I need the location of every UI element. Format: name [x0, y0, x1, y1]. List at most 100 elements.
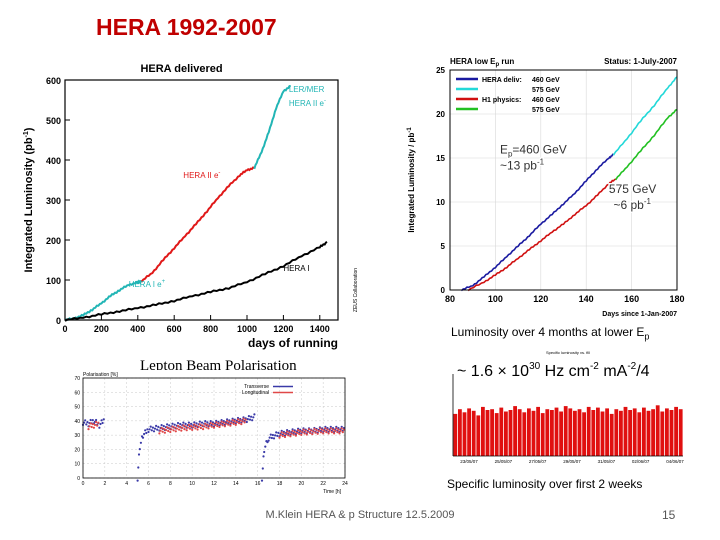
- c3-point: [324, 427, 327, 430]
- c3-point: [137, 453, 141, 456]
- c3-point: [293, 430, 296, 433]
- c3-point: [95, 418, 98, 422]
- c2-ytick-label: 10: [436, 198, 445, 207]
- c3-point: [198, 423, 201, 426]
- c3-point: [203, 425, 206, 428]
- c3-point: [153, 427, 157, 430]
- c3-point: [223, 425, 226, 428]
- c4-bar: [642, 407, 646, 456]
- c3-series-transverse: [81, 418, 105, 429]
- c3-point: [195, 422, 198, 425]
- c1-xtick-label: 1400: [310, 324, 330, 334]
- c3-point: [151, 426, 154, 429]
- c4-xtick-label: 02/06/07: [632, 459, 650, 464]
- c3-point: [181, 426, 184, 429]
- c4-bar: [458, 409, 462, 456]
- c2-title-main: HERA low E: [450, 57, 496, 66]
- c3-point: [216, 424, 219, 428]
- c3-xtick-label: 12: [211, 481, 217, 487]
- c1-title: HERA delivered: [140, 63, 222, 75]
- c4-bar: [499, 407, 504, 456]
- c3-point: [217, 422, 220, 425]
- c1-xtick-label: 600: [167, 324, 182, 334]
- c1-annotation-sup: +: [162, 279, 166, 285]
- c3-point: [270, 436, 273, 440]
- c4-bar: [577, 409, 582, 456]
- c2-series-line: [615, 108, 678, 181]
- c1-ytick-label: 0: [56, 316, 61, 326]
- c3-ytick-label: 50: [74, 405, 80, 411]
- c4-formula-main: ~ 1.6 × 10: [457, 363, 529, 380]
- c3-point: [253, 413, 256, 416]
- c3-point: [337, 428, 340, 431]
- c1-xtick-label: 200: [94, 324, 109, 334]
- c3-point: [204, 420, 207, 423]
- c3-point: [193, 423, 196, 426]
- c3-point: [174, 430, 177, 433]
- c3-point: [232, 422, 235, 425]
- c3-point: [340, 427, 343, 430]
- c2-legend-label: HERA deliv:: [482, 77, 522, 84]
- c3-point: [341, 431, 344, 434]
- c4-bar: [471, 410, 476, 456]
- c3-point: [190, 422, 193, 425]
- c2-series-line: [612, 76, 678, 156]
- lumi-caption-text: Luminosity over 4 months at lower E: [451, 325, 645, 339]
- c4-bar: [545, 409, 550, 456]
- c1-ytick-label: 400: [46, 156, 61, 166]
- c3-point: [195, 424, 198, 427]
- c3-point: [176, 421, 180, 425]
- c3-point: [197, 425, 200, 428]
- c4-bar: [540, 413, 545, 456]
- c2-ylabel-main: Integrated Luminosity / pb: [407, 133, 416, 233]
- c3-point: [329, 427, 332, 430]
- c3-point: [252, 416, 255, 419]
- c3-series-longitudinal: [87, 420, 100, 431]
- c4-bar: [550, 410, 554, 456]
- c3-point: [235, 421, 238, 424]
- c3-point: [283, 435, 287, 439]
- c3-point: [330, 431, 333, 434]
- c4-bar: [504, 411, 508, 456]
- c4-xtick-label: 23/05/07: [460, 459, 478, 464]
- c3-point: [196, 428, 199, 431]
- c2-legend-energy: 460 GeV: [532, 97, 560, 104]
- lumi-caption-sub: p: [644, 331, 650, 342]
- c3-point: [228, 420, 231, 423]
- c3-xtick-label: 6: [147, 481, 150, 487]
- c4-bar: [531, 410, 536, 456]
- c1-xtick-label: 800: [203, 324, 218, 334]
- c3-point: [305, 433, 308, 436]
- c4-bar: [609, 413, 614, 456]
- c4-bar: [637, 412, 642, 456]
- c1-xtick-label: 1200: [273, 324, 293, 334]
- c3-point: [173, 423, 176, 426]
- c3-point: [91, 423, 94, 426]
- c4-bar: [467, 408, 471, 456]
- c3-point: [220, 420, 223, 423]
- c3-point: [248, 418, 252, 421]
- c3-point: [86, 421, 89, 424]
- c4-bar: [669, 410, 674, 456]
- c3-point: [90, 425, 93, 429]
- c3-xtick-label: 0: [82, 481, 85, 487]
- c3-point: [137, 466, 140, 469]
- c3-point: [272, 437, 276, 440]
- slide-title: HERA 1992-2007: [96, 14, 277, 40]
- c3-point: [101, 421, 104, 425]
- c3-point: [310, 429, 313, 432]
- c3-point: [184, 422, 187, 425]
- c3-point: [302, 428, 305, 431]
- c4-bar: [646, 410, 651, 456]
- c3-point: [158, 432, 161, 435]
- c1-ytick-label: 600: [46, 76, 61, 86]
- c3-point: [300, 433, 303, 436]
- c4-bar: [573, 410, 577, 456]
- c3-point: [171, 422, 174, 425]
- c3-point: [307, 428, 311, 431]
- c3-point: [313, 427, 316, 430]
- c3-point: [96, 424, 99, 427]
- c3-point: [238, 422, 241, 425]
- c1-annotation: HERA I: [283, 264, 309, 273]
- c3-point: [200, 424, 204, 427]
